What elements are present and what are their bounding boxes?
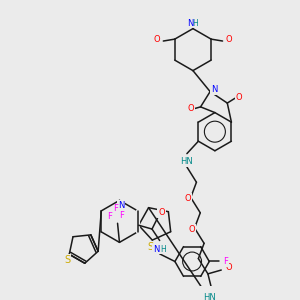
- Text: O: O: [158, 208, 165, 217]
- Text: F: F: [223, 257, 228, 266]
- Text: N: N: [153, 244, 159, 253]
- Text: O: O: [236, 93, 242, 102]
- Text: F: F: [119, 211, 124, 220]
- Text: H: H: [192, 20, 198, 28]
- Text: F: F: [107, 212, 112, 221]
- Text: S: S: [147, 242, 154, 252]
- Text: F: F: [113, 205, 118, 214]
- Text: H: H: [160, 244, 166, 253]
- Text: O: O: [226, 263, 232, 272]
- Text: O: O: [153, 34, 160, 43]
- Text: HN: HN: [181, 157, 193, 166]
- Text: N: N: [211, 85, 217, 94]
- Text: N: N: [118, 201, 124, 210]
- Text: O: O: [184, 194, 191, 203]
- Text: HN: HN: [203, 293, 216, 300]
- Text: O: O: [188, 104, 194, 113]
- Text: N: N: [187, 20, 193, 28]
- Text: S: S: [64, 255, 70, 265]
- Text: O: O: [226, 34, 232, 43]
- Text: O: O: [188, 224, 195, 233]
